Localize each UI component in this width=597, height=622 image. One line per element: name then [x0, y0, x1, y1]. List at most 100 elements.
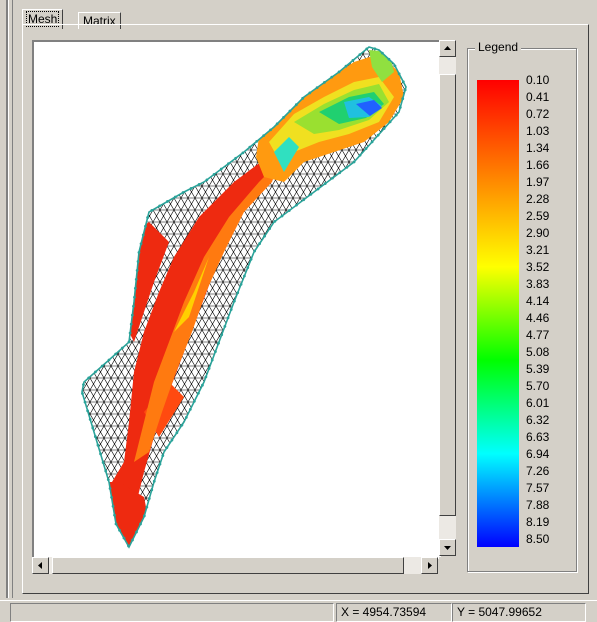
boundary-node [302, 198, 306, 202]
boundary-node [213, 350, 217, 354]
legend-title: Legend [475, 40, 522, 54]
legend-value: 5.70 [526, 379, 550, 393]
boundary-node [128, 331, 132, 335]
boundary-node [106, 478, 110, 482]
window-frame-inner [12, 0, 13, 598]
boundary-node [232, 299, 236, 303]
boundary-node [210, 358, 214, 362]
boundary-node [133, 295, 136, 299]
boundary-node [205, 178, 209, 182]
boundary-node [212, 173, 216, 176]
arrow-up-icon [444, 46, 451, 50]
horizontal-scrollbar[interactable] [32, 557, 438, 574]
boundary-node [145, 505, 149, 509]
mesh-canvas[interactable] [34, 42, 440, 558]
boundary-node [189, 187, 193, 190]
boundary-node [382, 127, 386, 130]
legend-value: 6.01 [526, 396, 550, 410]
scroll-corner [439, 557, 456, 574]
boundary-node [308, 91, 312, 95]
boundary-node [393, 64, 397, 68]
scroll-up-button[interactable] [439, 40, 456, 57]
window-frame-left [6, 0, 9, 598]
boundary-node [192, 399, 196, 403]
boundary-node [242, 274, 246, 278]
boundary-node [144, 224, 147, 228]
status-message [10, 603, 334, 622]
boundary-node [96, 443, 100, 447]
boundary-node [132, 304, 135, 308]
boundary-node [152, 479, 156, 483]
boundary-node [142, 514, 146, 518]
legend-group [467, 48, 577, 572]
boundary-node [295, 203, 298, 207]
boundary-node [330, 75, 334, 79]
boundary-node [108, 487, 112, 490]
boundary-node [352, 160, 356, 164]
boundary-node [351, 59, 355, 62]
boundary-node [114, 522, 118, 526]
scroll-left-button[interactable] [32, 557, 49, 574]
boundary-node [239, 282, 243, 286]
boundary-node [91, 426, 95, 430]
mesh-view[interactable] [32, 40, 441, 559]
boundary-node [146, 216, 150, 219]
boundary-node [207, 367, 211, 370]
boundary-node [387, 57, 391, 61]
boundary-node [180, 423, 184, 427]
boundary-node [268, 227, 272, 230]
legend-value: 6.94 [526, 447, 550, 461]
boundary-node [345, 165, 349, 169]
boundary-node [93, 435, 97, 438]
boundary-node [131, 538, 134, 542]
boundary-node [111, 504, 115, 508]
boundary-node [248, 145, 252, 149]
boundary-node [173, 195, 177, 199]
boundary-node [139, 242, 143, 246]
boundary-node [403, 88, 407, 92]
vertical-scroll-thumb[interactable] [439, 74, 456, 516]
boundary-node [262, 134, 266, 138]
legend-value: 2.59 [526, 209, 550, 223]
y-coordinate: Y = 5047.99652 [452, 603, 586, 622]
boundary-node [81, 392, 84, 395]
boundary-node [309, 192, 313, 196]
boundary-node [380, 51, 384, 55]
boundary-node [188, 407, 192, 411]
boundary-node [139, 522, 142, 526]
boundary-node [161, 454, 165, 457]
legend-color-bar [477, 80, 519, 547]
scroll-right-button[interactable] [421, 557, 438, 574]
boundary-node [110, 495, 113, 499]
boundary-node [197, 183, 201, 186]
boundary-node [87, 376, 91, 380]
legend-value: 2.90 [526, 226, 550, 240]
boundary-node [158, 462, 162, 466]
legend-value: 3.21 [526, 243, 550, 257]
boundary-node [236, 291, 240, 295]
boundary-node [394, 113, 398, 117]
legend-value: 0.72 [526, 107, 550, 121]
boundary-node [135, 530, 138, 534]
boundary-node [135, 269, 139, 272]
legend-value: 7.88 [526, 498, 550, 512]
legend-value: 1.34 [526, 141, 550, 155]
boundary-node [141, 233, 145, 237]
boundary-node [134, 277, 138, 281]
scroll-down-button[interactable] [439, 539, 456, 556]
vertical-scrollbar[interactable] [439, 40, 456, 556]
boundary-node [133, 286, 137, 290]
boundary-node [288, 109, 292, 113]
boundary-node [82, 383, 85, 387]
boundary-node [166, 200, 169, 203]
horizontal-scroll-thumb[interactable] [52, 557, 404, 574]
boundary-node [249, 257, 253, 261]
boundary-node [226, 316, 230, 320]
arrow-down-icon [444, 546, 451, 550]
boundary-node [150, 488, 154, 492]
boundary-node [365, 47, 369, 51]
boundary-node [253, 249, 257, 253]
boundary-node [246, 266, 250, 270]
status-bar: X = 4954.73594 Y = 5047.99652 [0, 600, 597, 622]
legend-value: 0.10 [526, 73, 550, 87]
